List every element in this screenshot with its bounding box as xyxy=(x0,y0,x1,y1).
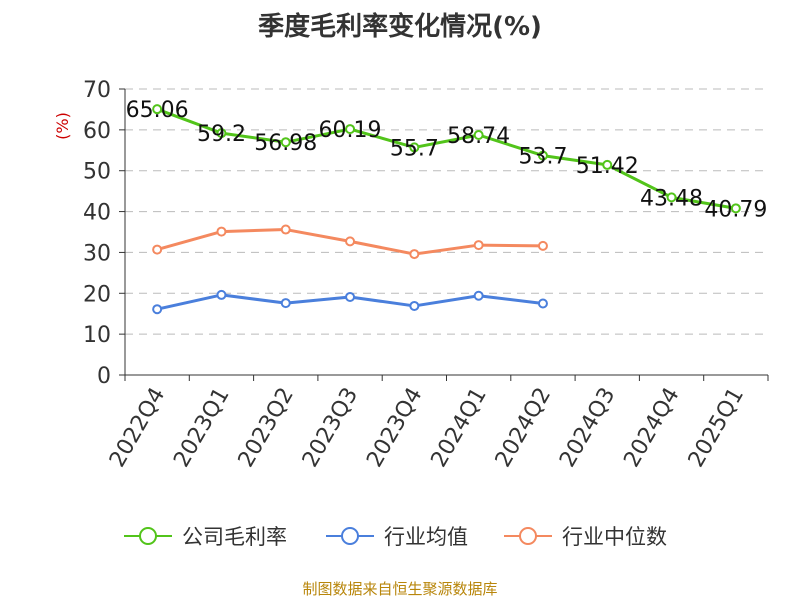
data-point-2 xyxy=(152,244,163,255)
data-point-0 xyxy=(473,130,484,141)
data-point-2 xyxy=(280,224,291,235)
x-tick-label: 2022Q4 xyxy=(105,384,170,472)
data-label: 55.7 xyxy=(390,136,439,161)
data-label: 58.74 xyxy=(447,124,510,149)
legend-median-label: 行业中位数 xyxy=(562,525,667,549)
data-point-0 xyxy=(602,159,613,170)
series-line-0 xyxy=(156,107,737,210)
data-point-0 xyxy=(216,128,227,139)
data-point-1 xyxy=(473,290,484,301)
legend-item-gross[interactable]: 公司毛利率 xyxy=(122,522,287,550)
data-point-1 xyxy=(152,304,163,315)
data-point-1 xyxy=(537,298,548,309)
data-label: 59.2 xyxy=(197,122,246,147)
data-point-0 xyxy=(409,142,420,153)
data-label: 40.79 xyxy=(704,197,767,222)
x-tick-label: 2024Q3 xyxy=(555,384,620,472)
y-tick-label: 50 xyxy=(83,160,111,185)
legend-gross-icon xyxy=(124,527,172,545)
chart-title: 季度毛利率变化情况(%) xyxy=(258,12,542,42)
y-tick-label: 60 xyxy=(83,119,111,144)
y-tick-label: 40 xyxy=(83,201,111,226)
x-tick-label: 2025Q1 xyxy=(684,384,749,472)
grid-layer xyxy=(125,88,768,335)
x-tick-label: 2024Q4 xyxy=(619,384,684,472)
y-tick-label: 10 xyxy=(83,323,111,348)
data-point-0 xyxy=(280,137,291,148)
data-point-1 xyxy=(409,300,420,311)
data-label: 51.42 xyxy=(576,154,639,179)
data-label: 65.06 xyxy=(126,98,189,123)
legend-item-median[interactable]: 行业中位数 xyxy=(502,522,667,550)
y-tick-label: 30 xyxy=(83,241,111,266)
legend-median-icon xyxy=(504,527,552,545)
legend-avg-label: 行业均值 xyxy=(384,525,468,549)
data-label: 56.98 xyxy=(254,131,317,156)
x-tick-label: 2023Q4 xyxy=(362,384,427,472)
data-point-0 xyxy=(730,203,741,214)
y-tick-label: 0 xyxy=(97,364,111,389)
data-point-1 xyxy=(280,298,291,309)
x-tick-label: 2023Q1 xyxy=(169,384,234,472)
x-tick-label: 2023Q2 xyxy=(234,384,299,472)
data-point-2 xyxy=(537,240,548,251)
source-note: 制图数据来自恒生聚源数据库 xyxy=(302,580,498,598)
data-point-0 xyxy=(666,192,677,203)
legend-item-avg[interactable]: 行业均值 xyxy=(324,522,468,550)
y-tick-label: 20 xyxy=(83,282,111,307)
data-point-0 xyxy=(345,124,356,135)
data-label: 53.7 xyxy=(518,145,567,170)
data-label: 60.19 xyxy=(319,118,382,143)
legend-avg-icon xyxy=(326,527,374,545)
legend-gross-label: 公司毛利率 xyxy=(182,525,287,549)
data-point-1 xyxy=(345,291,356,302)
data-label: 43.48 xyxy=(640,186,703,211)
x-tick-label: 2024Q2 xyxy=(491,384,556,472)
data-point-2 xyxy=(409,249,420,260)
x-tick-label: 2024Q1 xyxy=(427,384,492,472)
data-point-2 xyxy=(473,240,484,251)
data-point-0 xyxy=(152,104,163,115)
x-tick-label: 2023Q3 xyxy=(298,384,363,472)
series-layer xyxy=(152,104,741,315)
y-tick-label: 70 xyxy=(83,78,111,103)
data-point-0 xyxy=(537,150,548,161)
data-point-1 xyxy=(216,289,227,300)
data-point-2 xyxy=(345,236,356,247)
y-axis-label: (%) xyxy=(53,112,72,140)
data-point-2 xyxy=(216,226,227,237)
